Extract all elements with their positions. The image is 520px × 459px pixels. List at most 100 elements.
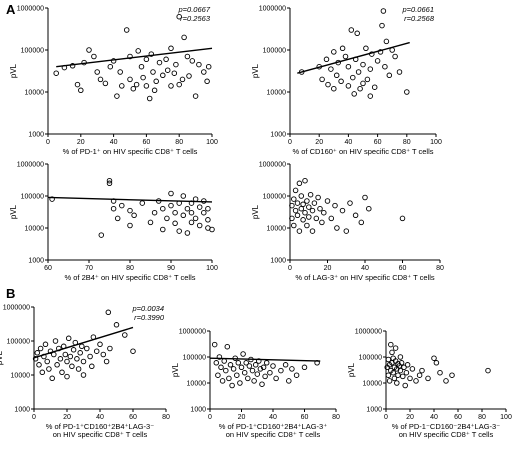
data-point xyxy=(230,366,237,372)
data-point xyxy=(246,363,253,369)
data-point xyxy=(213,360,220,366)
data-point xyxy=(413,378,419,384)
x-tick-label: 100 xyxy=(500,414,512,421)
x-axis-label: on HIV specific CD8⁺ T cells xyxy=(53,430,148,439)
data-point xyxy=(164,67,171,73)
y-tick-label: 10000 xyxy=(363,381,383,388)
data-point xyxy=(97,76,104,83)
data-point xyxy=(135,48,141,54)
x-axis-label: % of PD-1⁻CD160⁻2B4⁺LAG-3⁻ xyxy=(392,422,500,431)
x-tick-label: 80 xyxy=(126,265,134,272)
data-point xyxy=(300,201,306,208)
y-tick-label: 1000 xyxy=(28,258,44,265)
data-point xyxy=(184,53,191,60)
correlation-stat: p=0.0034 xyxy=(132,304,165,313)
data-point xyxy=(362,194,368,201)
data-point xyxy=(114,215,121,222)
data-point xyxy=(176,200,182,206)
data-point xyxy=(192,93,199,99)
data-point xyxy=(397,367,404,374)
data-point xyxy=(160,205,166,212)
x-tick-label: 20 xyxy=(63,414,71,421)
data-point xyxy=(133,81,140,88)
data-point xyxy=(53,70,59,76)
x-axis-label: on HIV specific CD8⁺ T cells xyxy=(399,430,494,439)
data-point xyxy=(342,53,349,60)
data-point xyxy=(123,27,130,33)
data-point xyxy=(289,202,295,209)
x-tick-label: 60 xyxy=(143,139,151,146)
y-axis-label: pVL xyxy=(347,362,356,377)
data-point xyxy=(251,378,257,384)
data-point xyxy=(114,93,120,99)
x-tick-label: 0 xyxy=(384,414,388,421)
data-point xyxy=(234,372,240,378)
y-tick-label: 100000 xyxy=(21,48,44,55)
data-point xyxy=(90,334,97,340)
data-point xyxy=(254,371,261,377)
data-point xyxy=(404,362,411,368)
data-point xyxy=(127,53,133,60)
data-point xyxy=(229,382,235,389)
data-point xyxy=(188,209,195,216)
data-point xyxy=(369,51,375,57)
data-point xyxy=(416,372,423,378)
data-point xyxy=(51,351,57,358)
data-point xyxy=(168,202,174,209)
x-tick-label: 40 xyxy=(269,414,277,421)
data-point xyxy=(289,366,295,372)
y-tick-label: 1000 xyxy=(190,407,206,414)
data-point xyxy=(117,69,123,75)
data-point xyxy=(224,343,231,350)
regression-line xyxy=(209,357,321,362)
scatter-panel-2b4: 1000 10000 100000 1000000 60 70 80 90 100 pVL % of… xyxy=(9,162,218,283)
data-point xyxy=(402,382,408,389)
data-point xyxy=(91,53,97,60)
data-point xyxy=(404,89,410,95)
data-point xyxy=(42,341,49,348)
data-point xyxy=(34,350,41,356)
data-point xyxy=(388,341,394,348)
data-point xyxy=(409,366,416,372)
data-point xyxy=(189,58,196,64)
data-point xyxy=(343,228,350,234)
data-point xyxy=(205,205,211,212)
data-point xyxy=(300,217,306,223)
data-point xyxy=(289,215,295,222)
data-point xyxy=(352,56,359,63)
x-tick-label: 80 xyxy=(162,414,170,421)
data-point xyxy=(127,222,133,229)
y-tick-label: 1000 xyxy=(366,407,382,414)
data-point xyxy=(296,180,303,187)
data-point xyxy=(52,338,59,344)
data-point xyxy=(119,202,125,209)
data-point xyxy=(367,93,374,99)
data-point xyxy=(107,63,114,70)
data-point xyxy=(392,53,398,60)
data-point xyxy=(306,214,312,220)
data-point xyxy=(105,309,112,316)
data-point xyxy=(87,353,93,360)
data-point xyxy=(335,59,341,66)
x-tick-label: 20 xyxy=(406,414,414,421)
data-point xyxy=(301,364,308,371)
x-tick-label: 100 xyxy=(206,139,218,146)
x-tick-label: 60 xyxy=(454,414,462,421)
scatter-panel-cd160: 1000 10000 100000 1000000 0 20 40 60 80 100 pVL % o… xyxy=(251,5,442,156)
y-axis-label: pVL xyxy=(9,63,18,78)
data-point xyxy=(371,84,378,90)
data-point xyxy=(389,47,395,53)
data-point xyxy=(433,360,440,366)
data-point xyxy=(282,362,289,368)
data-point xyxy=(113,322,120,328)
data-point xyxy=(86,47,92,53)
data-point xyxy=(153,78,159,85)
data-point xyxy=(374,58,381,64)
data-point xyxy=(74,81,81,88)
data-point xyxy=(176,81,182,88)
x-tick-label: 60 xyxy=(399,265,407,272)
data-point xyxy=(386,72,393,79)
data-point xyxy=(259,381,265,387)
data-point xyxy=(110,198,117,204)
